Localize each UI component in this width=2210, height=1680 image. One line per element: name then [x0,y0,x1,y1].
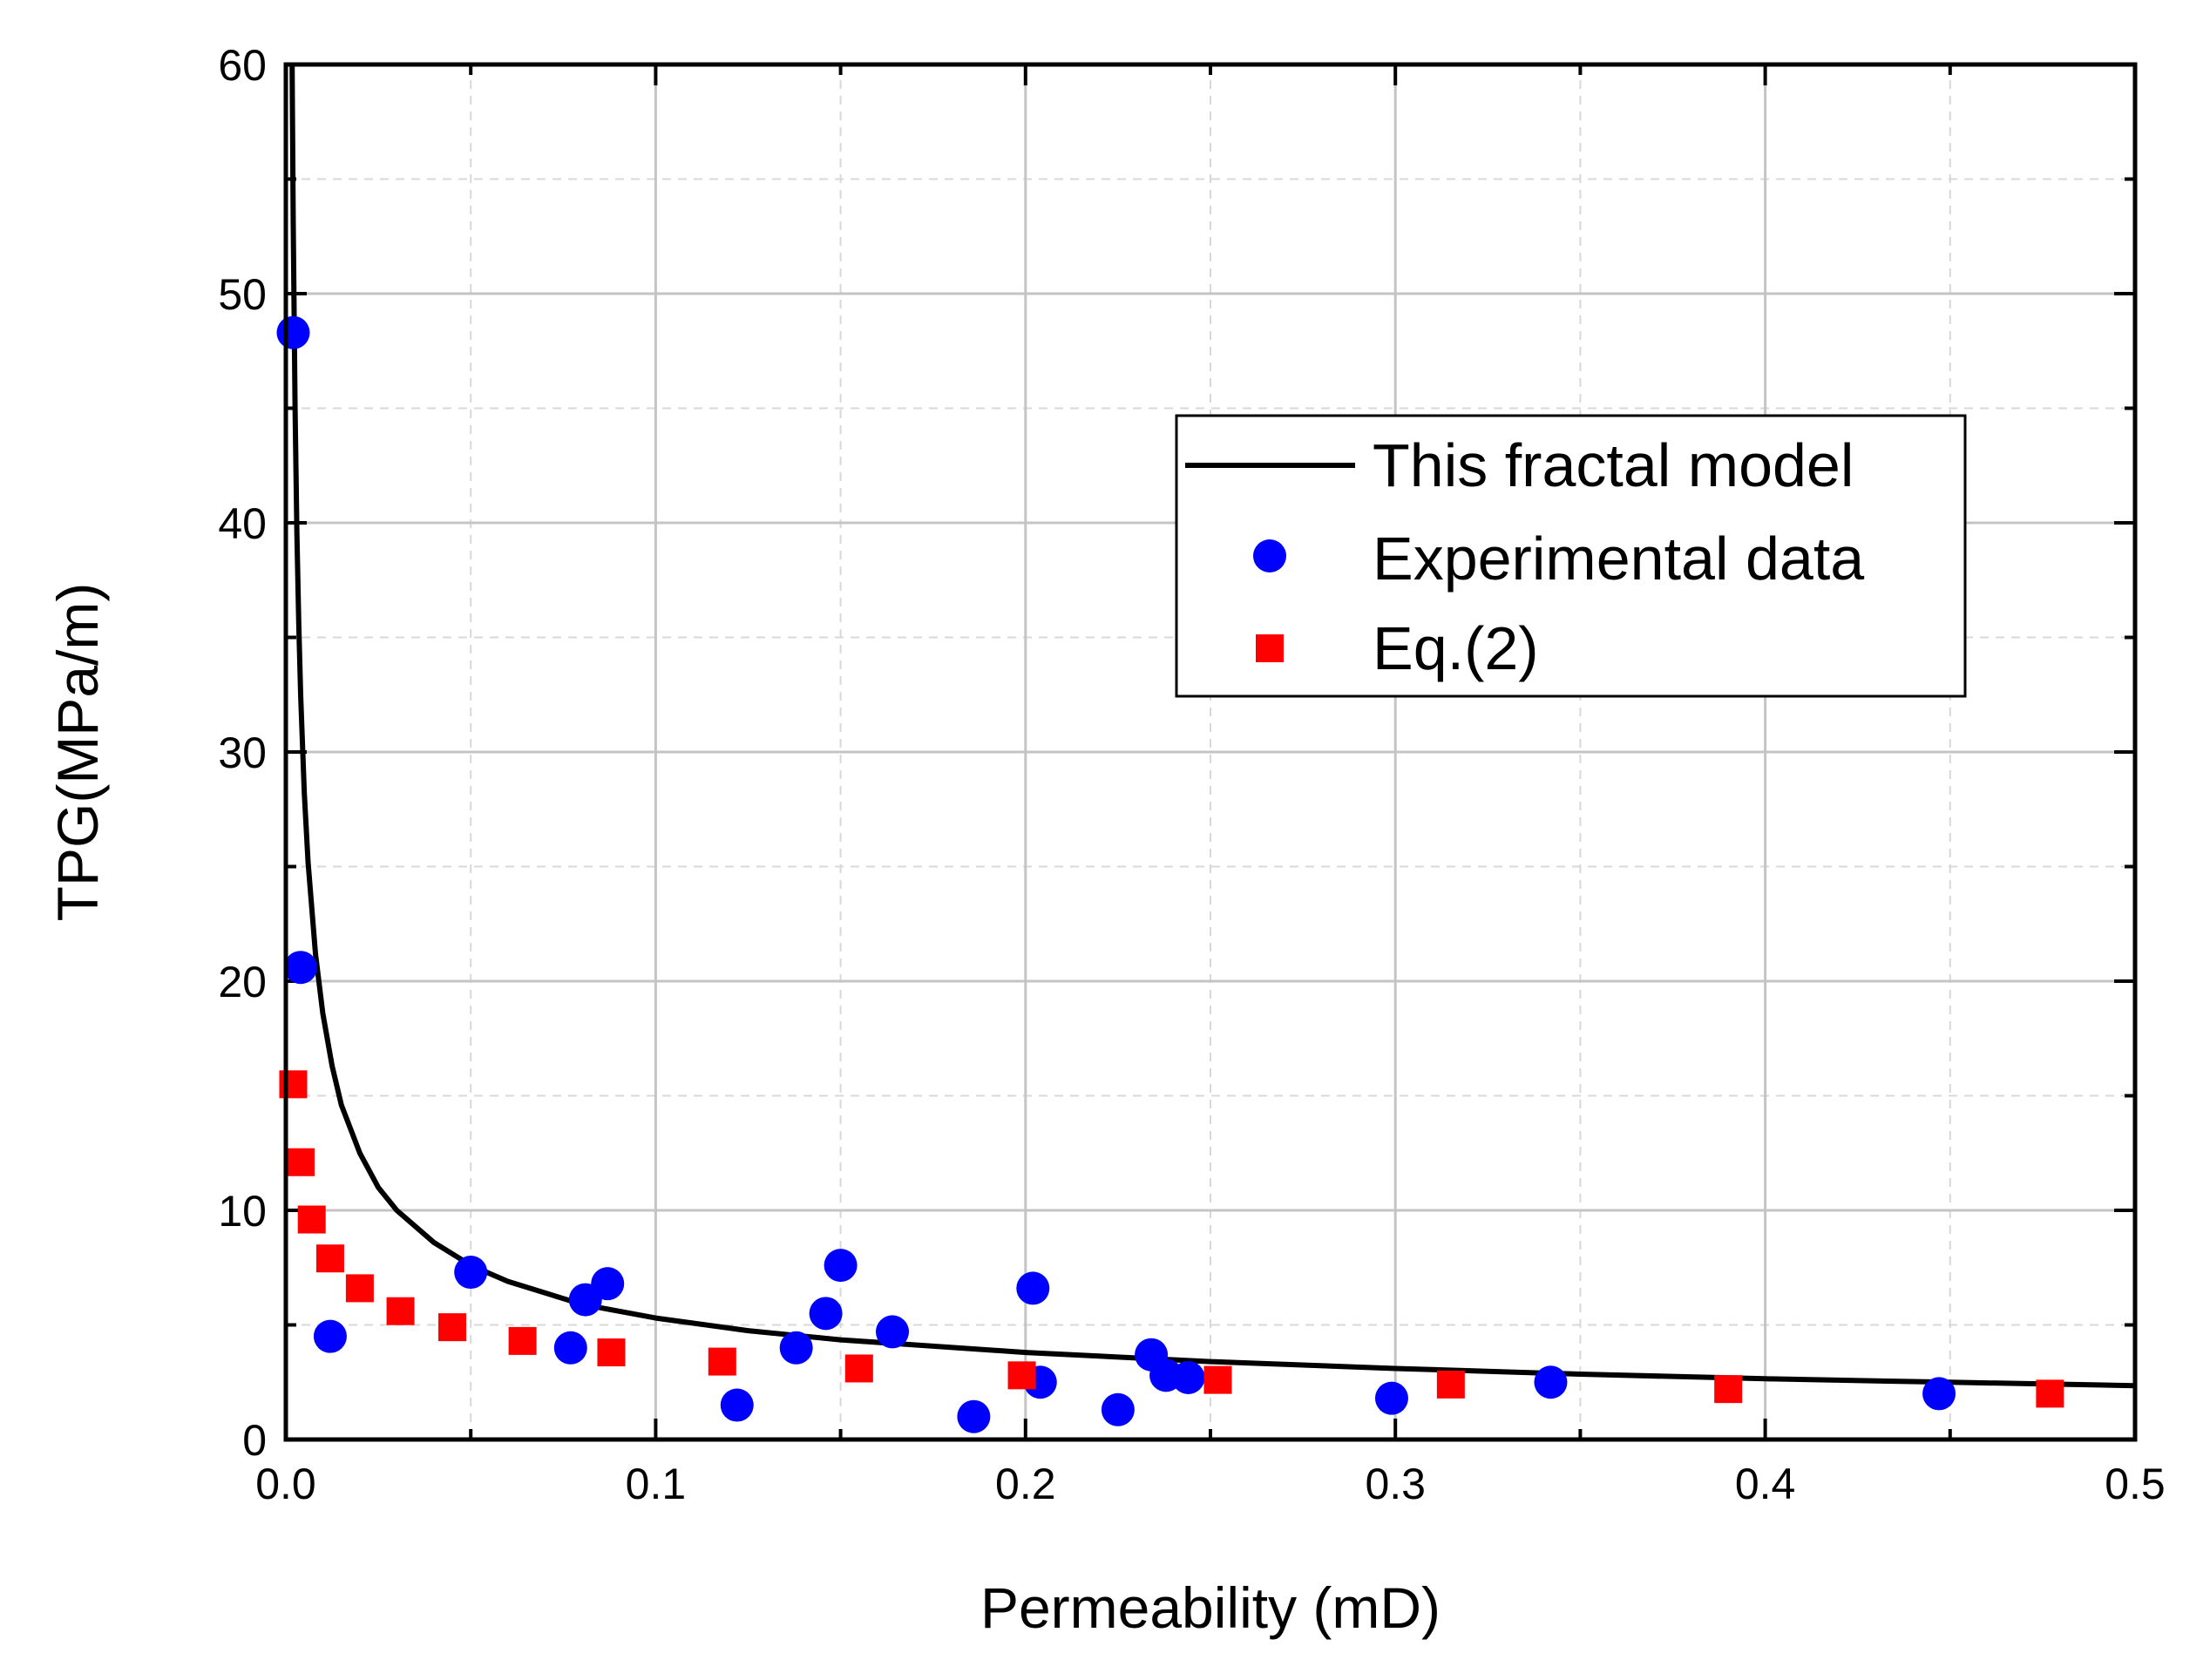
experimental-data-point [553,1331,587,1365]
eq2-data-point [1203,1365,1232,1394]
eq2-data-point [597,1338,626,1367]
eq2-data-point [1436,1370,1465,1399]
x-tick-label: 0.0 [255,1460,316,1508]
tick-labels: 0.0 0.1 0.2 0.3 0.4 0.5 0 10 20 30 40 50 60 [218,41,2165,1508]
experimental-data-point [1016,1271,1050,1305]
legend-label-experimental-data: Experimental data [1373,525,1864,593]
eq2-data-point [1007,1361,1036,1390]
experimental-data-point [1101,1392,1135,1426]
eq2-data-point [286,1148,315,1176]
plot-frame [283,62,2138,1442]
experimental-data-point [313,1319,347,1353]
legend-circle-marker [1253,539,1286,572]
experimental-data-point [824,1249,858,1283]
experimental-data-point [876,1315,910,1349]
y-tick-label: 40 [218,499,267,548]
x-tick-label: 0.3 [1365,1460,1426,1508]
experimental-data-point [1534,1365,1568,1399]
eq2-data-point [437,1313,466,1342]
y-tick-label: 50 [218,270,267,319]
y-tick-label: 0 [242,1416,267,1465]
eq2-data-point [297,1205,326,1234]
y-tick-label: 30 [218,728,267,777]
legend-label-fractal-model: This fractal model [1373,431,1854,499]
y-tick-label: 60 [218,41,267,90]
eq2-data-point [844,1354,873,1383]
eq2-data-point [315,1244,344,1273]
experimental-data-point [1374,1381,1408,1415]
legend-box [1175,414,1967,698]
experimental-data-point [1922,1377,1956,1411]
x-tick-label: 0.2 [995,1460,1056,1508]
experimental-data-point [454,1256,488,1290]
legend: This fractal model Experimental data Eq.… [1175,414,1967,698]
y-tick-label: 20 [218,958,267,1006]
eq2-data-point [708,1347,736,1376]
eq2-data-point [345,1274,374,1303]
experimental-data-point [591,1267,625,1301]
experimental-data-point [1171,1360,1205,1394]
legend-label-eq2: Eq.(2) [1373,614,1539,682]
experimental-data-point [276,315,310,349]
x-tick-label: 0.4 [1735,1460,1796,1508]
experimental-data-point [957,1399,991,1433]
experimental-data-point [283,951,317,985]
legend-square-marker [1256,634,1284,662]
eq2-data-point [386,1297,415,1325]
x-tick-label: 0.1 [626,1460,687,1508]
eq2-data-point [2036,1379,2064,1408]
experimental-data-point [809,1297,843,1331]
eq2-data-point [508,1326,537,1355]
eq2-data-point [1714,1375,1743,1404]
y-tick-label: 10 [218,1187,267,1236]
x-axis-title: Permeability (mD) [980,1575,1441,1640]
eq2-data-point [279,1070,308,1099]
x-tick-label: 0.5 [2105,1460,2166,1508]
fractal-model-line [289,64,2136,1389]
experimental-data-point [779,1331,813,1365]
y-axis-title: TPG(MPa/m) [45,583,110,922]
experimental-data-point [720,1388,754,1422]
